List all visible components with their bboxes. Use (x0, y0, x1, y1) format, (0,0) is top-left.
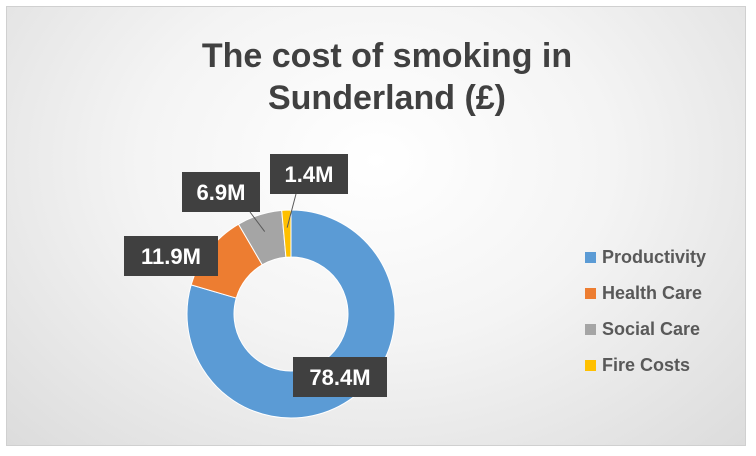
chart-title-line-1: The cost of smoking in (201, 37, 573, 75)
legend: Productivity Health Care Social Care Fir… (585, 239, 706, 383)
data-label-box-health-care (124, 236, 218, 276)
legend-label-social-care: Social Care (602, 318, 701, 339)
leader-line-social-care (249, 211, 266, 232)
data-label-box-social-care (182, 172, 260, 212)
data-label-fire-costs: 1.4M (285, 162, 334, 187)
legend-item-productivity: Productivity (585, 239, 706, 275)
data-label-box-productivity (293, 357, 387, 397)
legend-label-fire-costs: Fire Costs (602, 354, 691, 375)
data-label-box-fire-costs (270, 154, 348, 194)
data-label-health-care: 11.9M (141, 244, 201, 269)
data-label-social-care: 6.9M (197, 180, 246, 205)
legend-swatch-health-care (585, 287, 596, 299)
legend-swatch-social-care (585, 323, 596, 335)
legend-item-health-care: Health Care (585, 275, 706, 311)
chart-title: The cost of smoking in Sunderland (£) (157, 35, 617, 119)
legend-swatch-fire-costs (585, 359, 596, 371)
legend-item-social-care: Social Care (585, 311, 706, 347)
leader-line-fire-costs (286, 193, 297, 228)
chart-title-line-2: Sunderland (£) (267, 79, 507, 117)
legend-label-productivity: Productivity (602, 246, 707, 267)
legend-label-health-care: Health Care (602, 282, 703, 303)
data-label-productivity: 78.4M (309, 365, 370, 390)
legend-item-fire-costs: Fire Costs (585, 347, 706, 383)
legend-swatch-productivity (585, 251, 596, 263)
